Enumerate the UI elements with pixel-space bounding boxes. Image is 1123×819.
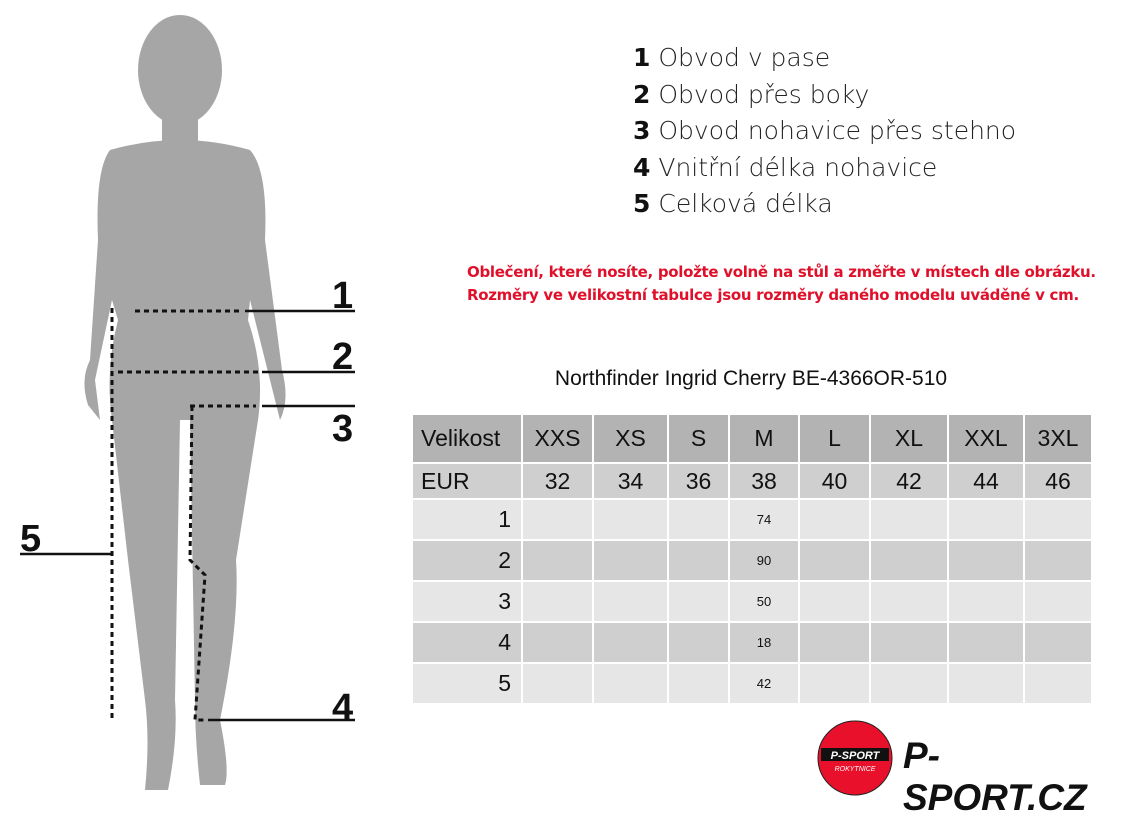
- table-row: 3 50: [411, 580, 1093, 623]
- legend-item: 3 Obvod nohavice přes stehno: [633, 116, 1017, 145]
- measurement-note: Oblečení, které nosíte, položte volně na…: [467, 263, 1096, 304]
- table-cell: [521, 580, 594, 623]
- table-cell: 18: [728, 621, 800, 664]
- table-cell: [869, 539, 949, 582]
- table-cell: [667, 662, 730, 705]
- legend-item: 1 Obvod v pase: [633, 43, 831, 72]
- table-cell: [667, 580, 730, 623]
- table-cell: [521, 621, 594, 664]
- legend-item: 2 Obvod přes boky: [633, 79, 870, 109]
- table-cell: [1023, 580, 1093, 623]
- table-cell: [947, 662, 1025, 705]
- table-cell: [947, 580, 1025, 623]
- product-title: Northfinder Ingrid Cherry BE-4366OR-510: [554, 367, 948, 390]
- table-cell: 50: [728, 580, 800, 623]
- body-silhouette-figure: 1 2 3 4 5: [20, 15, 355, 790]
- table-row: 5 42: [411, 662, 1093, 705]
- table-eur-row: EUR 32 34 36 38 40 42 44 46: [411, 462, 1093, 500]
- table-cell: XL: [869, 413, 949, 464]
- table-cell: XXL: [947, 413, 1025, 464]
- table-cell: [947, 539, 1025, 582]
- table-row: 4 18: [411, 621, 1093, 664]
- legend-item: 4 Vnitřní délka nohavice: [633, 152, 938, 182]
- table-row: 1 74: [411, 498, 1093, 541]
- table-cell: [798, 662, 871, 705]
- table-cell: [1023, 621, 1093, 664]
- table-cell: [592, 539, 669, 582]
- figure-label-4: 4: [332, 687, 353, 729]
- table-cell: [869, 580, 949, 623]
- table-cell: [521, 498, 594, 541]
- table-cell: 5: [411, 662, 523, 705]
- table-cell: 42: [728, 662, 800, 705]
- table-cell: [869, 498, 949, 541]
- measurement-legend: 1 Obvod v pase 2 Obvod přes boky 3 Obvod…: [633, 40, 1016, 223]
- table-cell: [947, 621, 1025, 664]
- table-cell: 38: [728, 462, 800, 500]
- table-row: 2 90: [411, 539, 1093, 582]
- table-cell: [1023, 662, 1093, 705]
- table-cell: L: [798, 413, 871, 464]
- table-cell: [947, 498, 1025, 541]
- table-cell: [592, 621, 669, 664]
- legend-item: 5 Celková délka: [633, 189, 833, 218]
- table-cell: S: [667, 413, 730, 464]
- figure-label-3: 3: [332, 408, 353, 450]
- table-cell: 46: [1023, 462, 1093, 500]
- table-cell: [869, 621, 949, 664]
- table-cell: 90: [728, 539, 800, 582]
- table-cell: 36: [667, 462, 730, 500]
- table-cell: [667, 498, 730, 541]
- table-cell: 1: [411, 498, 523, 541]
- figure-label-5: 5: [20, 518, 41, 560]
- table-cell: [592, 580, 669, 623]
- table-cell: XS: [592, 413, 669, 464]
- table-cell: [592, 498, 669, 541]
- table-cell: [798, 621, 871, 664]
- svg-text:P-SPORT: P-SPORT: [831, 750, 881, 762]
- table-cell: 2: [411, 539, 523, 582]
- table-cell: 74: [728, 498, 800, 541]
- table-cell: 44: [947, 462, 1025, 500]
- brand-name: P-SPORT.CZ: [903, 735, 1087, 818]
- svg-text:ROKYTNICE: ROKYTNICE: [835, 766, 876, 773]
- size-table: Velikost XXS XS S M L XL XXL 3XL EUR 32 34 36 38 40 42 4…: [411, 413, 1093, 705]
- table-cell: [592, 662, 669, 705]
- figure-label-1: 1: [332, 275, 353, 317]
- table-cell: [521, 662, 594, 705]
- table-cell: [798, 539, 871, 582]
- table-cell: 40: [798, 462, 871, 500]
- table-cell: 32: [521, 462, 594, 500]
- table-cell: [667, 621, 730, 664]
- table-cell: [798, 498, 871, 541]
- table-cell: [798, 580, 871, 623]
- table-cell: EUR: [411, 462, 523, 500]
- table-cell: 34: [592, 462, 669, 500]
- table-cell: [1023, 539, 1093, 582]
- table-cell: M: [728, 413, 800, 464]
- table-cell: 42: [869, 462, 949, 500]
- table-header-row: Velikost XXS XS S M L XL XXL 3XL: [411, 413, 1093, 464]
- table-cell: [869, 662, 949, 705]
- figure-label-2: 2: [332, 336, 353, 378]
- table-cell: 4: [411, 621, 523, 664]
- table-cell: 3: [411, 580, 523, 623]
- table-cell: 3XL: [1023, 413, 1093, 464]
- p-sport-logo: P-SPORT ROKYTNICE: [817, 720, 893, 796]
- table-cell: [521, 539, 594, 582]
- table-cell: XXS: [521, 413, 594, 464]
- table-cell: [667, 539, 730, 582]
- table-cell: [1023, 498, 1093, 541]
- table-cell: Velikost: [411, 413, 523, 464]
